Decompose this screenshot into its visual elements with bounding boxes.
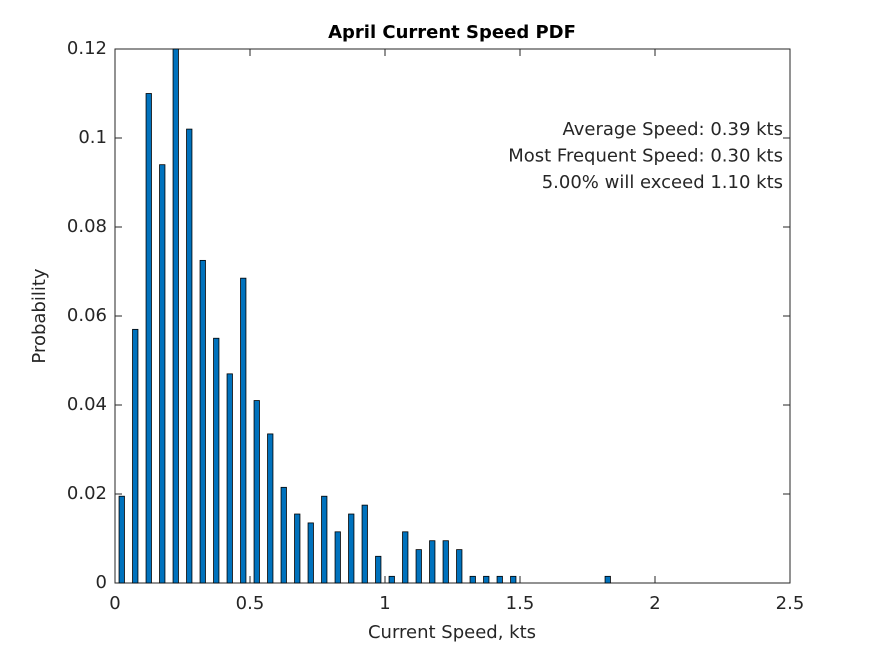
bar <box>442 540 449 584</box>
bar <box>280 486 287 584</box>
bar <box>510 575 517 584</box>
y-tick-label: 0.08 <box>67 216 107 237</box>
x-tick-label: 2 <box>649 593 660 614</box>
bar <box>456 549 463 584</box>
x-tick-label: 2.5 <box>776 593 805 614</box>
bar <box>469 575 476 584</box>
y-tick-label: 0.06 <box>67 305 107 326</box>
bar <box>159 164 166 584</box>
bar <box>186 128 193 584</box>
bar <box>118 495 125 584</box>
bar <box>429 540 436 584</box>
bar <box>402 531 409 584</box>
x-tick-label: 0 <box>109 593 120 614</box>
bar <box>172 48 179 584</box>
annotation: Average Speed: 0.39 kts <box>562 119 783 140</box>
annotation: 5.00% will exceed 1.10 kts <box>542 172 783 193</box>
bar <box>496 575 503 584</box>
bar <box>294 513 301 584</box>
y-tick-label: 0 <box>96 572 107 593</box>
x-tick-label: 1.5 <box>506 593 535 614</box>
bar <box>415 549 422 584</box>
bar <box>388 575 395 584</box>
bar <box>226 373 233 584</box>
y-tick-label: 0.02 <box>67 483 107 504</box>
chart-title: April Current Speed PDF <box>328 22 576 43</box>
bar <box>145 93 152 584</box>
y-axis-label: Probability <box>29 268 50 363</box>
bar <box>334 531 341 584</box>
bar <box>604 575 611 584</box>
annotation: Most Frequent Speed: 0.30 kts <box>508 146 783 167</box>
bar <box>240 277 247 584</box>
bar <box>321 495 328 584</box>
bar <box>483 575 490 584</box>
y-tick-label: 0.12 <box>67 38 107 59</box>
bar <box>213 337 220 584</box>
bar <box>253 400 260 584</box>
bar <box>375 555 382 584</box>
bar <box>361 504 368 584</box>
x-tick-label: 1 <box>379 593 390 614</box>
bar <box>267 433 274 584</box>
x-axis-label: Current Speed, kts <box>368 622 536 643</box>
bar <box>199 259 206 584</box>
y-tick-label: 0.04 <box>67 394 107 415</box>
bar <box>307 522 314 584</box>
x-tick-label: 0.5 <box>236 593 265 614</box>
bar <box>132 328 139 584</box>
bar <box>348 513 355 584</box>
y-tick-label: 0.1 <box>78 127 107 148</box>
